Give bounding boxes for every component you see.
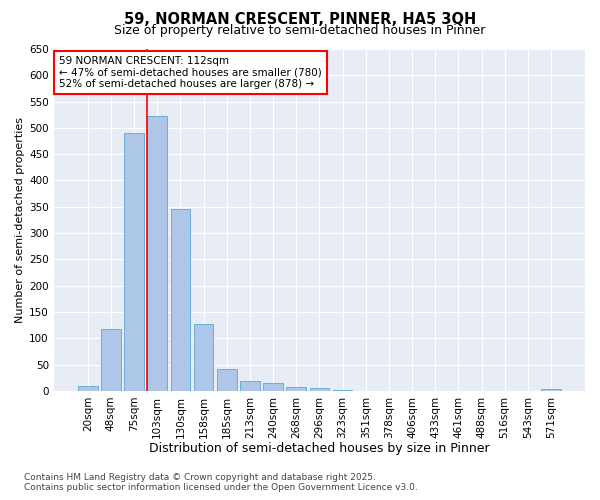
X-axis label: Distribution of semi-detached houses by size in Pinner: Distribution of semi-detached houses by … <box>149 442 490 455</box>
Bar <box>263 383 283 391</box>
Text: Size of property relative to semi-detached houses in Pinner: Size of property relative to semi-detach… <box>115 24 485 37</box>
Bar <box>148 116 167 391</box>
Bar <box>170 210 190 391</box>
Bar <box>124 133 144 391</box>
Text: Contains HM Land Registry data © Crown copyright and database right 2025.
Contai: Contains HM Land Registry data © Crown c… <box>24 473 418 492</box>
Bar <box>78 386 98 391</box>
Bar <box>333 390 352 391</box>
Bar <box>286 387 306 391</box>
Y-axis label: Number of semi-detached properties: Number of semi-detached properties <box>15 117 25 323</box>
Bar <box>310 388 329 391</box>
Text: 59, NORMAN CRESCENT, PINNER, HA5 3QH: 59, NORMAN CRESCENT, PINNER, HA5 3QH <box>124 12 476 28</box>
Bar <box>194 324 214 391</box>
Bar <box>240 382 260 391</box>
Bar <box>217 369 236 391</box>
Bar <box>541 390 561 391</box>
Bar <box>101 329 121 391</box>
Text: 59 NORMAN CRESCENT: 112sqm
← 47% of semi-detached houses are smaller (780)
52% o: 59 NORMAN CRESCENT: 112sqm ← 47% of semi… <box>59 56 322 89</box>
